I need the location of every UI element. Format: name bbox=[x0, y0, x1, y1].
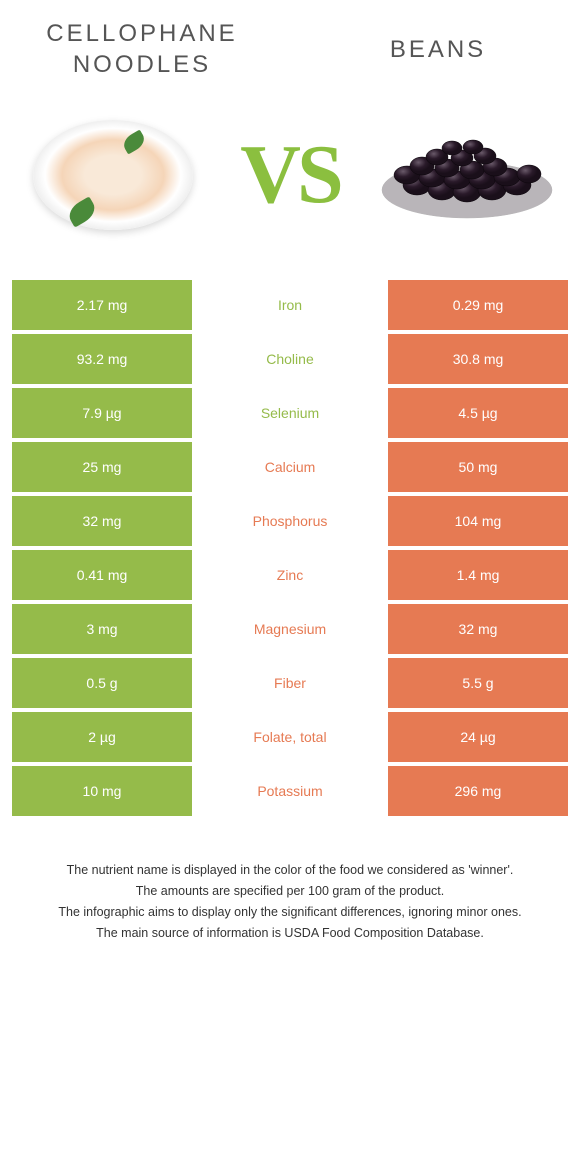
right-value-cell: 104 mg bbox=[388, 496, 568, 546]
left-food-image bbox=[20, 110, 205, 240]
left-value-cell: 32 mg bbox=[12, 496, 192, 546]
nutrient-row: 0.41 mgZinc1.4 mg bbox=[12, 550, 568, 600]
nutrient-row: 0.5 gFiber5.5 g bbox=[12, 658, 568, 708]
vs-label: VS bbox=[240, 133, 339, 217]
beans-pile-icon bbox=[377, 130, 557, 220]
right-value-cell: 32 mg bbox=[388, 604, 568, 654]
footnote-line: The infographic aims to display only the… bbox=[32, 903, 548, 922]
nutrient-name-cell: Phosphorus bbox=[192, 496, 388, 546]
left-food-title: CELLOPHANE NOODLES bbox=[42, 18, 242, 80]
left-value-cell: 2 µg bbox=[12, 712, 192, 762]
images-row: VS bbox=[12, 110, 568, 240]
right-value-cell: 5.5 g bbox=[388, 658, 568, 708]
nutrient-row: 93.2 mgCholine30.8 mg bbox=[12, 334, 568, 384]
left-value-cell: 10 mg bbox=[12, 766, 192, 816]
right-food-image bbox=[375, 110, 560, 240]
nutrient-row: 25 mgCalcium50 mg bbox=[12, 442, 568, 492]
left-value-cell: 93.2 mg bbox=[12, 334, 192, 384]
nutrient-name-cell: Potassium bbox=[192, 766, 388, 816]
nutrient-name-cell: Selenium bbox=[192, 388, 388, 438]
nutrient-name-cell: Iron bbox=[192, 280, 388, 330]
left-value-cell: 0.41 mg bbox=[12, 550, 192, 600]
nutrient-row: 2 µgFolate, total24 µg bbox=[12, 712, 568, 762]
nutrient-row: 32 mgPhosphorus104 mg bbox=[12, 496, 568, 546]
nutrient-row: 10 mgPotassium296 mg bbox=[12, 766, 568, 816]
nutrient-name-cell: Choline bbox=[192, 334, 388, 384]
nutrient-table: 2.17 mgIron0.29 mg93.2 mgCholine30.8 mg7… bbox=[12, 280, 568, 816]
nutrient-row: 2.17 mgIron0.29 mg bbox=[12, 280, 568, 330]
left-value-cell: 0.5 g bbox=[12, 658, 192, 708]
nutrient-name-cell: Zinc bbox=[192, 550, 388, 600]
left-value-cell: 25 mg bbox=[12, 442, 192, 492]
footnote-line: The nutrient name is displayed in the co… bbox=[32, 861, 548, 880]
left-value-cell: 7.9 µg bbox=[12, 388, 192, 438]
right-value-cell: 24 µg bbox=[388, 712, 568, 762]
footnote-line: The amounts are specified per 100 gram o… bbox=[32, 882, 548, 901]
right-value-cell: 30.8 mg bbox=[388, 334, 568, 384]
nutrient-name-cell: Calcium bbox=[192, 442, 388, 492]
right-value-cell: 4.5 µg bbox=[388, 388, 568, 438]
right-food-title: BEANS bbox=[338, 34, 538, 65]
right-value-cell: 50 mg bbox=[388, 442, 568, 492]
noodles-plate-icon bbox=[33, 120, 193, 230]
left-value-cell: 3 mg bbox=[12, 604, 192, 654]
right-value-cell: 0.29 mg bbox=[388, 280, 568, 330]
nutrient-name-cell: Magnesium bbox=[192, 604, 388, 654]
header-titles: CELLOPHANE NOODLES BEANS bbox=[12, 18, 568, 80]
infographic-container: CELLOPHANE NOODLES BEANS VS bbox=[0, 0, 580, 974]
footnotes: The nutrient name is displayed in the co… bbox=[12, 861, 568, 942]
nutrient-row: 3 mgMagnesium32 mg bbox=[12, 604, 568, 654]
left-value-cell: 2.17 mg bbox=[12, 280, 192, 330]
nutrient-name-cell: Fiber bbox=[192, 658, 388, 708]
footnote-line: The main source of information is USDA F… bbox=[32, 924, 548, 943]
right-value-cell: 1.4 mg bbox=[388, 550, 568, 600]
right-value-cell: 296 mg bbox=[388, 766, 568, 816]
nutrient-name-cell: Folate, total bbox=[192, 712, 388, 762]
nutrient-row: 7.9 µgSelenium4.5 µg bbox=[12, 388, 568, 438]
